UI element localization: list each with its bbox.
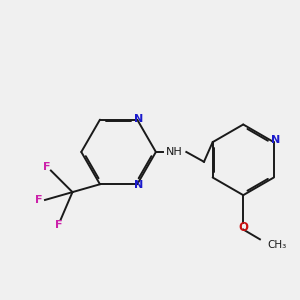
Text: F: F [55,220,62,230]
Text: F: F [35,195,43,205]
Text: N: N [134,180,143,190]
Text: CH₃: CH₃ [268,240,287,250]
Text: F: F [43,162,51,172]
Text: NH: NH [166,147,183,157]
Text: N: N [134,114,143,124]
Text: N: N [271,135,280,145]
Text: O: O [238,221,248,234]
